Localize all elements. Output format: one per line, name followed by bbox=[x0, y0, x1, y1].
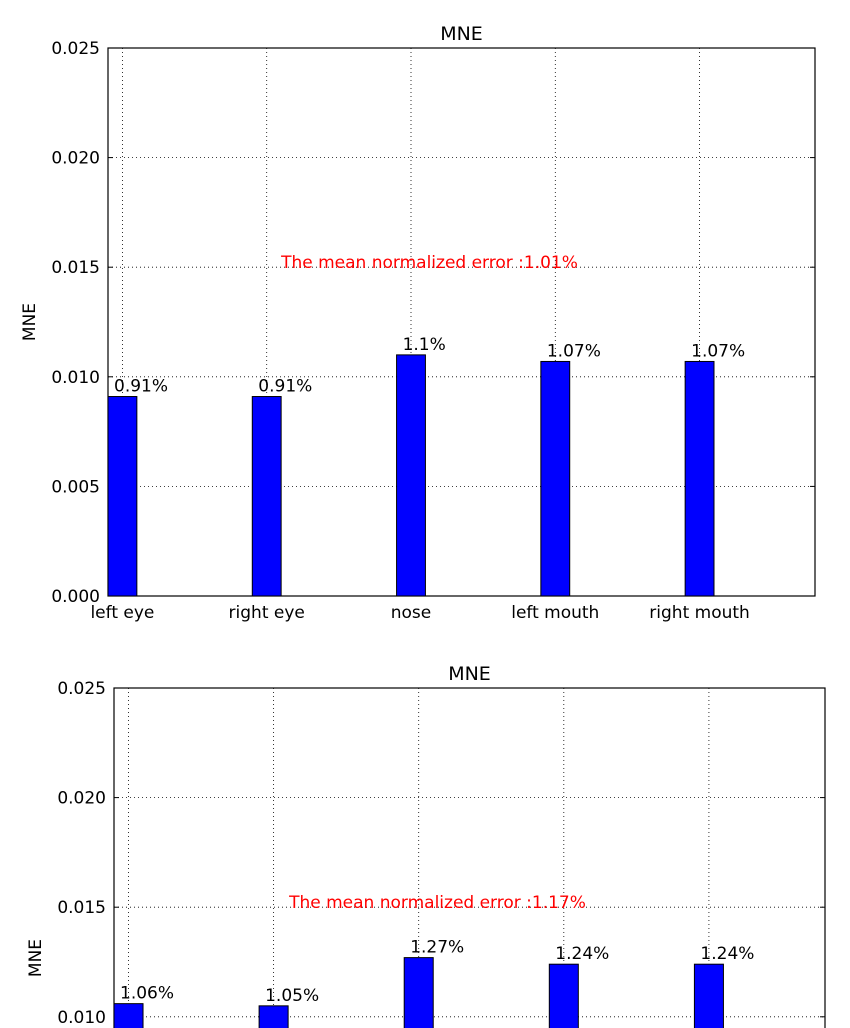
chart-title: MNE bbox=[448, 663, 491, 685]
bar-value-label: 1.27% bbox=[410, 938, 464, 958]
x-tick-label: left mouth bbox=[511, 603, 599, 623]
chart-title: MNE bbox=[440, 23, 483, 45]
bar-right-eye bbox=[258, 1005, 289, 1028]
bar-left-mouth bbox=[540, 360, 571, 597]
bar-value-label: 1.1% bbox=[403, 335, 446, 355]
bar-value-label: 0.91% bbox=[258, 377, 312, 397]
y-axis-label: MNE bbox=[26, 939, 46, 977]
bar-nose bbox=[403, 957, 434, 1028]
y-tick-label: 0.015 bbox=[51, 258, 100, 278]
y-tick-label: 0.000 bbox=[51, 587, 100, 607]
bar-right-mouth bbox=[693, 963, 724, 1028]
bar-right-mouth bbox=[684, 360, 715, 597]
bar-left-eye bbox=[113, 1003, 144, 1028]
bar-left-mouth bbox=[548, 963, 579, 1028]
x-tick-label: left eye bbox=[90, 603, 154, 623]
bar-value-label: 1.24% bbox=[700, 944, 754, 964]
bar-value-label: 0.91% bbox=[114, 377, 168, 397]
x-tick-label: right eye bbox=[229, 603, 305, 623]
bar-value-label: 1.24% bbox=[555, 944, 609, 964]
y-tick-label: 0.015 bbox=[57, 898, 106, 918]
x-tick-label: nose bbox=[391, 603, 432, 623]
bar-value-label: 1.06% bbox=[120, 984, 174, 1004]
bar-value-label: 1.07% bbox=[547, 341, 601, 361]
bar-left-eye bbox=[107, 396, 138, 597]
x-tick-label: right mouth bbox=[649, 603, 750, 623]
mean-error-annotation: The mean normalized error :1.17% bbox=[288, 893, 586, 913]
bar-value-label: 1.05% bbox=[265, 986, 319, 1006]
y-axis-label: MNE bbox=[20, 303, 40, 341]
y-tick-label: 0.025 bbox=[51, 39, 100, 59]
bar-nose bbox=[396, 354, 426, 597]
y-tick-label: 0.010 bbox=[57, 1008, 106, 1028]
y-tick-label: 0.020 bbox=[57, 789, 106, 809]
y-tick-label: 0.020 bbox=[51, 149, 100, 169]
y-tick-label: 0.010 bbox=[51, 368, 100, 388]
bar-value-label: 1.07% bbox=[691, 341, 745, 361]
y-tick-label: 0.025 bbox=[57, 679, 106, 699]
bar-right-eye bbox=[251, 396, 282, 597]
y-tick-label: 0.005 bbox=[51, 477, 100, 497]
mean-error-annotation: The mean normalized error :1.01% bbox=[280, 253, 578, 273]
